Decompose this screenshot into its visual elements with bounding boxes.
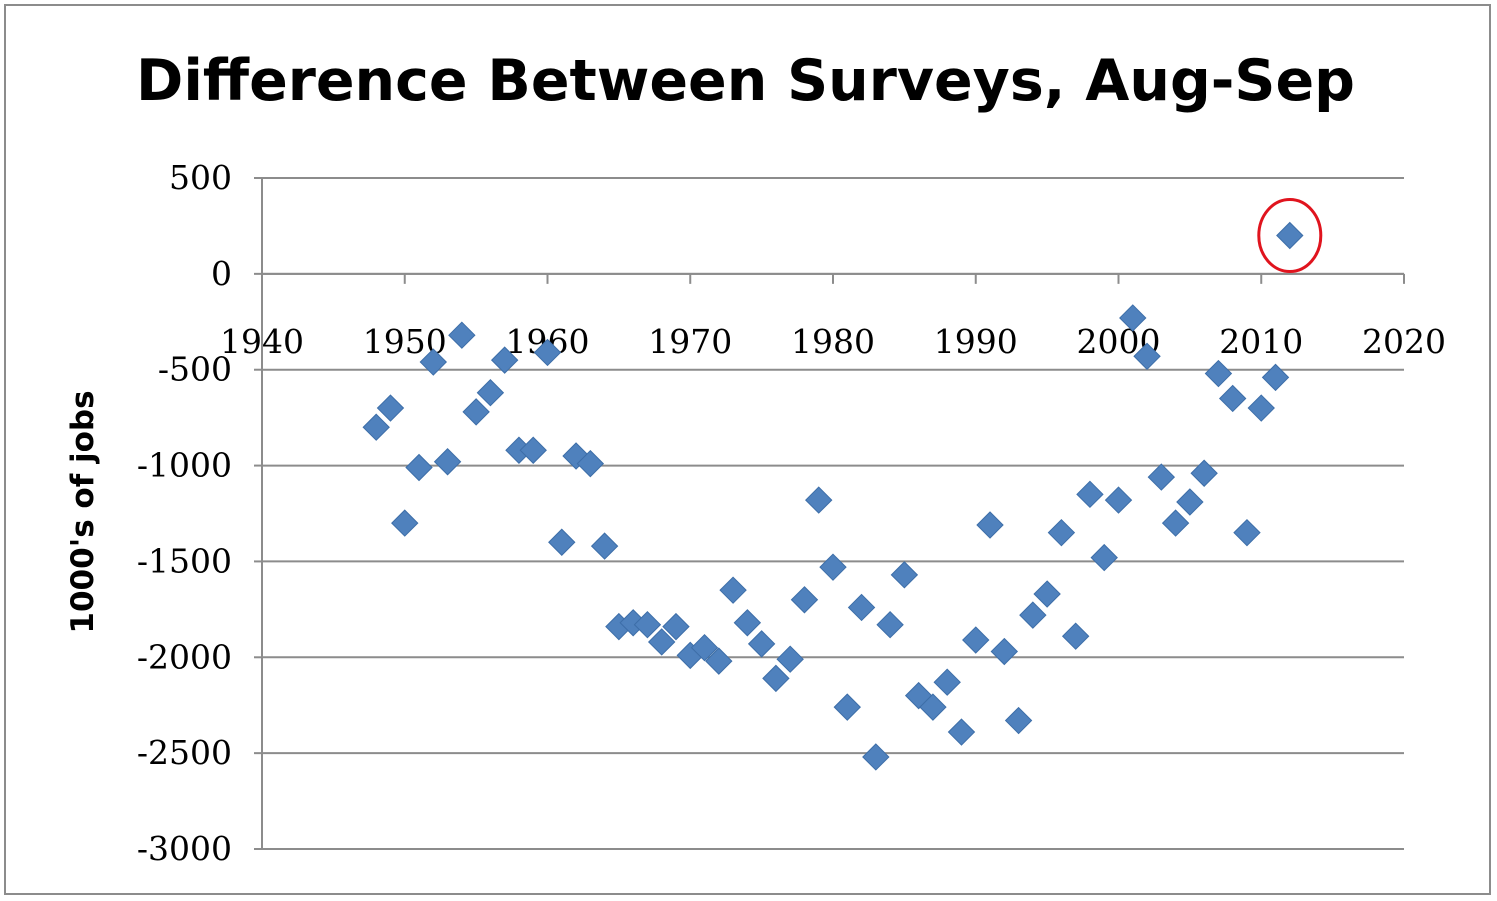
chart-title: Difference Between Surveys, Aug-Sep	[136, 48, 1355, 114]
data-point	[1061, 622, 1090, 650]
data-point	[947, 718, 976, 746]
data-point	[819, 553, 847, 581]
data-point	[833, 693, 861, 721]
x-tick-label: 2020	[1362, 322, 1446, 361]
data-point	[1119, 304, 1147, 332]
data-point	[1019, 601, 1047, 629]
data-point	[1047, 518, 1076, 547]
y-tick-label: 0	[211, 254, 232, 293]
y-tick-label: -500	[158, 350, 232, 389]
data-point	[576, 449, 605, 478]
chart-frame	[4, 4, 1491, 895]
data-point	[919, 693, 947, 721]
data-point	[405, 453, 433, 482]
data-point	[490, 346, 519, 374]
data-point	[890, 561, 919, 589]
data-point	[548, 528, 576, 556]
data-point	[933, 668, 961, 696]
data-points	[362, 221, 1304, 771]
data-point	[419, 348, 448, 376]
data-point	[962, 626, 990, 654]
data-point	[876, 610, 904, 639]
y-axis-label: 1000's of jobs	[65, 390, 101, 633]
data-point	[1161, 509, 1190, 537]
data-point	[1076, 480, 1104, 509]
data-point	[662, 612, 690, 641]
data-point	[647, 628, 676, 656]
data-point	[1204, 359, 1233, 388]
y-tick-label: 500	[169, 158, 232, 197]
data-point	[533, 338, 562, 367]
data-point	[1033, 580, 1061, 608]
x-tick-label: 1940	[220, 322, 304, 361]
data-point	[990, 637, 1019, 666]
highlight-annotation	[1257, 198, 1323, 274]
y-tick-labels: 500 0 -500 -1000 -1500 -2000 -2500 -3000	[137, 158, 232, 868]
data-point	[433, 448, 462, 476]
data-point	[1176, 488, 1204, 516]
data-point	[690, 633, 719, 662]
data-point	[747, 630, 776, 658]
data-point	[762, 664, 790, 693]
data-point	[1218, 384, 1247, 413]
data-point	[448, 321, 476, 349]
data-point	[462, 398, 490, 426]
data-point	[1090, 543, 1118, 572]
data-point	[391, 509, 419, 537]
data-point	[1004, 706, 1033, 735]
x-tick-labels: 194019501960197019801990200020102020	[220, 322, 1446, 361]
data-point	[733, 609, 762, 637]
y-tick-label: -1500	[137, 541, 232, 580]
data-point	[376, 394, 405, 422]
data-point	[1190, 459, 1218, 487]
data-point	[1233, 518, 1261, 547]
data-point	[719, 576, 747, 604]
y-tick-label: -1000	[137, 446, 232, 485]
data-point	[705, 647, 733, 675]
x-tick-label: 1990	[934, 322, 1018, 361]
data-point	[362, 413, 390, 441]
x-tick-label: 2010	[1219, 322, 1303, 361]
data-point	[862, 743, 890, 771]
data-point	[1104, 486, 1133, 514]
data-point	[1133, 342, 1161, 371]
data-point	[976, 511, 1004, 539]
x-tick-label: 1980	[791, 322, 875, 361]
data-point	[1276, 221, 1304, 250]
data-point	[776, 645, 804, 673]
gridlines	[254, 177, 1404, 850]
y-tick-label: -2000	[137, 637, 232, 676]
y-tick-label: -2500	[137, 733, 232, 772]
data-point	[633, 610, 662, 639]
data-point	[1147, 463, 1176, 491]
data-point	[790, 586, 819, 614]
x-axis	[261, 272, 1405, 284]
data-point	[590, 532, 619, 560]
x-tick-label: 1970	[648, 322, 732, 361]
data-point	[805, 486, 833, 514]
data-point	[519, 436, 547, 464]
data-point	[847, 593, 876, 622]
data-point	[1261, 363, 1290, 392]
y-tick-label: -3000	[137, 829, 232, 868]
data-point	[476, 379, 505, 407]
highlight-circle	[1257, 198, 1323, 274]
data-point	[1247, 394, 1275, 422]
